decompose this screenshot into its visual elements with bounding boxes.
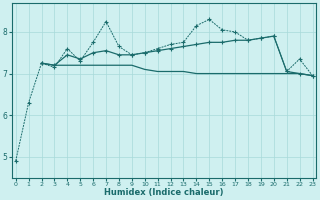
X-axis label: Humidex (Indice chaleur): Humidex (Indice chaleur) — [104, 188, 224, 197]
